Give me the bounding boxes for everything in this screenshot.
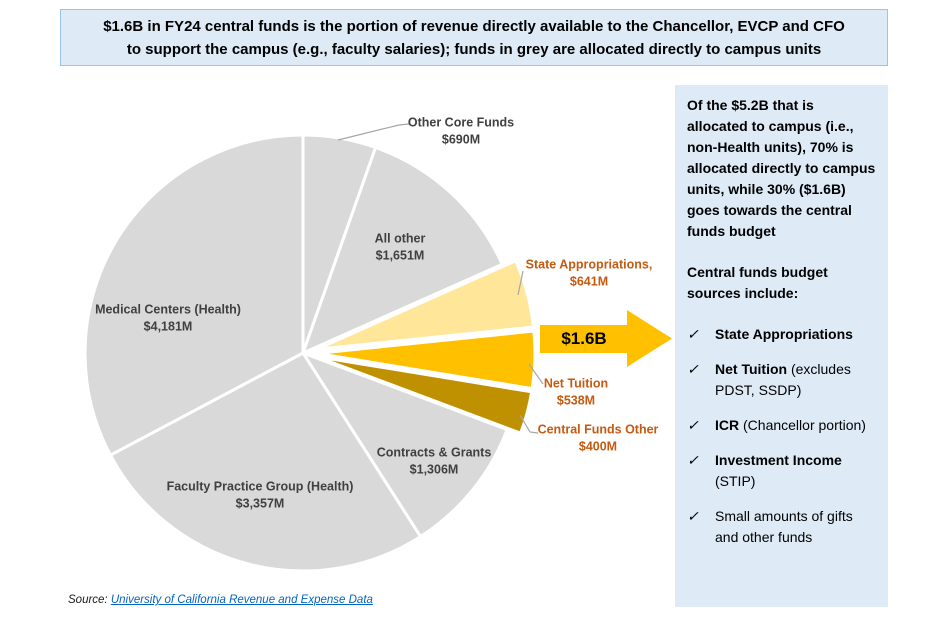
right-arrow-shape — [540, 310, 672, 367]
sidebar: Of the $5.2B that is allocated to campus… — [675, 85, 888, 607]
checkmark-icon: ✓ — [687, 417, 699, 433]
bullet-text: Net Tuition (excludes PDST, SSDP) — [715, 361, 851, 398]
pie-label-value: $400M — [578, 439, 618, 453]
pie-label-value: $1,651M — [375, 248, 425, 262]
pie-label-value: $538M — [556, 393, 596, 407]
leader-central-funds-other — [519, 414, 539, 434]
pie-slice-net-tuition — [315, 329, 537, 391]
pie-label-value: $4,181M — [143, 319, 193, 333]
pie-label-all-other: All other $1,651M — [375, 231, 426, 264]
source-note: Source: University of California Revenue… — [68, 594, 373, 606]
checkmark-icon: ✓ — [687, 452, 699, 468]
pie-label-value: $690M — [441, 132, 481, 146]
pie-label-value: $1,306M — [409, 462, 459, 476]
sidebar-paragraph-1: Of the $5.2B that is allocated to campus… — [687, 97, 876, 239]
pie-label-text: Central Funds Other — [537, 422, 659, 437]
leader-state-appropriations — [517, 270, 524, 296]
pie-label-state-appropriations: State Appropriations, $641M — [526, 257, 653, 290]
pie-slice-state-appropriations — [315, 259, 535, 351]
pie-label-value: $3,357M — [235, 496, 285, 510]
pie-label-text: Net Tuition — [543, 376, 609, 391]
bullet-text: ICR (Chancellor portion) — [715, 417, 866, 433]
bullet-net-tuition: ✓ Net Tuition (excludes PDST, SSDP) — [687, 359, 878, 401]
central-funds-callout: $1.6B — [561, 329, 607, 348]
pie-slice-central-funds-other — [315, 355, 534, 435]
pie-label-other-core-funds: Other Core Funds $690M — [408, 115, 514, 148]
bullet-text: State Appropriations — [715, 326, 853, 342]
checkmark-icon: ✓ — [687, 361, 699, 377]
pie-slice-medical-centers-health — [83, 133, 305, 457]
source-prefix: Source: — [68, 594, 111, 606]
bullet-text: Small amounts of gifts and other funds — [715, 508, 853, 545]
leader-net-tuition — [528, 363, 544, 385]
bullet-icr: ✓ ICR (Chancellor portion) — [687, 415, 878, 436]
pie-slice-faculty-practice-group-health — [108, 351, 422, 573]
leader-other-core-funds — [337, 123, 410, 141]
pie-label-text: Medical Centers (Health) — [95, 302, 241, 317]
sidebar-paragraph-2: Central funds budget sources include: — [687, 264, 828, 301]
bullet-investment-income: ✓ Investment Income (STIP) — [687, 450, 878, 492]
title-line-1: $1.6B in FY24 central funds is the porti… — [103, 17, 845, 35]
pie-label-text: Other Core Funds — [407, 115, 515, 130]
bullet-text: Investment Income (STIP) — [715, 452, 842, 489]
bullet-gifts-other-funds: ✓ Small amounts of gifts and other funds — [687, 506, 878, 548]
pie-slice-all-other — [301, 146, 504, 355]
pie-label-faculty-practice-group: Faculty Practice Group (Health) $3,357M — [167, 479, 354, 512]
pie-label-central-funds-other: Central Funds Other $400M — [538, 422, 659, 455]
bullet-state-appropriations: ✓ State Appropriations — [687, 324, 878, 345]
checkmark-icon: ✓ — [687, 508, 699, 524]
pie-label-value: $641M — [569, 274, 609, 288]
pie-label-medical-centers: Medical Centers (Health) $4,181M — [95, 302, 241, 335]
pie-slice-contracts-grants — [301, 351, 509, 539]
checkmark-icon: ✓ — [687, 326, 699, 342]
source-link[interactable]: University of California Revenue and Exp… — [110, 594, 373, 606]
pie-label-text: State Appropriations, — [525, 257, 653, 272]
pie-label-contracts-grants: Contracts & Grants $1,306M — [377, 445, 492, 478]
pie-label-text: Contracts & Grants — [376, 445, 492, 460]
pie-label-text: All other — [374, 231, 426, 246]
pie-label-net-tuition: Net Tuition $538M — [544, 376, 608, 409]
title-line-2: to support the campus (e.g., faculty sal… — [126, 40, 822, 58]
pie-label-text: Faculty Practice Group (Health) — [166, 479, 354, 494]
title-banner: $1.6B in FY24 central funds is the porti… — [60, 9, 888, 66]
